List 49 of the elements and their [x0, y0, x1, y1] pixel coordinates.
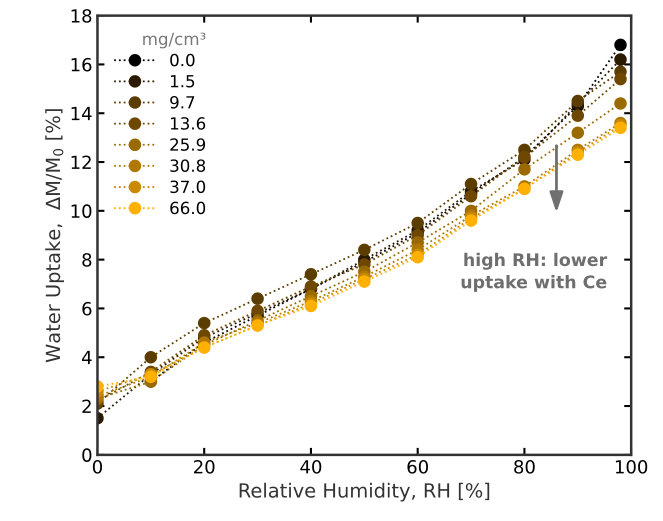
point: [198, 316, 210, 330]
point: [614, 38, 627, 52]
y-tick-label: 2: [82, 399, 91, 413]
point: [464, 214, 478, 227]
y-tick-label: 6: [82, 302, 92, 316]
legend-label: 1.5: [170, 75, 194, 88]
x-tick-label: 0: [92, 460, 102, 474]
point: [464, 178, 478, 190]
point: [251, 292, 264, 305]
x-tick-label: 80: [514, 460, 535, 474]
y-tick-label: 0: [82, 448, 92, 462]
annotation: high RH: lower uptake with Ce: [462, 252, 608, 292]
x-tick-label: 40: [300, 460, 322, 474]
point: [464, 190, 478, 202]
point: [614, 53, 627, 66]
y-tick-label: 16: [72, 58, 92, 72]
y-axis-title: Water Uptake, ΔM/M$_{0}$ [%]: [45, 109, 64, 362]
point: [358, 275, 371, 288]
point: [411, 250, 424, 264]
point: [358, 244, 371, 256]
point: [411, 216, 424, 230]
point: [304, 268, 318, 281]
point: [144, 350, 158, 364]
point: [614, 122, 627, 134]
x-tick-label: 20: [194, 460, 214, 474]
legend-label: 25.9: [170, 138, 206, 151]
point: [572, 94, 584, 108]
legend-label: 9.7: [170, 96, 194, 109]
point: [572, 109, 584, 122]
y-tick-label: 10: [72, 204, 92, 218]
x-tick-label: 100: [616, 460, 648, 474]
y-tick-label: 14: [72, 106, 92, 120]
y-tick-label: 12: [72, 155, 91, 169]
legend-label: 13.6: [170, 117, 206, 130]
x-tick-label: 60: [407, 460, 428, 474]
y-tick-label: 18: [72, 9, 92, 23]
legend-label: 37.0: [170, 180, 206, 194]
point: [614, 72, 627, 86]
point: [518, 163, 531, 176]
x-axis-title: Relative Humidity, RH [%]: [240, 482, 490, 502]
legend-title: mg/cm³: [143, 32, 206, 48]
legend-label: 30.8: [170, 159, 206, 172]
legend-label: 66.0: [170, 202, 206, 214]
point: [304, 300, 318, 312]
y-tick-label: 4: [82, 350, 92, 364]
point: [614, 97, 627, 110]
point: [572, 126, 584, 139]
legend-label: 0.0: [170, 54, 195, 66]
y-tick-label: 8: [82, 253, 92, 267]
